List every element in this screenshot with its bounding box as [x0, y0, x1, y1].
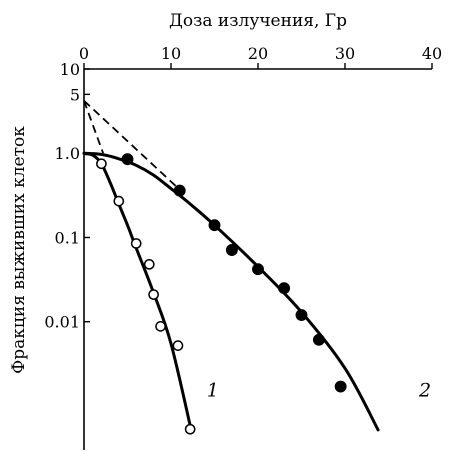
- curve-label: 1: [207, 379, 219, 401]
- filled-circle-point: [252, 263, 264, 276]
- filled-circle-point: [312, 333, 325, 346]
- open-circle-point: [184, 423, 196, 435]
- filled-circle-point: [173, 184, 186, 197]
- x-axis-label: Доза излучения, Гр: [169, 11, 347, 31]
- x-tick-label: 0: [79, 44, 89, 63]
- dashed-line: [83, 100, 181, 191]
- filled-circle-point: [278, 282, 291, 295]
- open-circle-point: [155, 321, 166, 332]
- filled-circle-point: [208, 219, 221, 232]
- y-tick-label: 1.0: [55, 144, 80, 163]
- open-circle-point: [172, 340, 184, 351]
- dashed-extrapolation-lines: [83, 100, 181, 191]
- open-circle-point: [96, 158, 107, 170]
- fit-curve-series-2: [82, 151, 380, 432]
- y-tick-label: 10: [60, 60, 80, 79]
- data-points: [96, 153, 347, 435]
- x-tick-label: 10: [161, 44, 181, 63]
- fit-curves: [82, 151, 380, 432]
- y-tick-label: 0.01: [44, 313, 80, 332]
- open-circle-point: [148, 289, 159, 300]
- open-circle-point: [113, 195, 125, 207]
- y-axis-label: Фракция выживших клеток: [9, 126, 29, 374]
- open-circle-point: [130, 238, 142, 249]
- filled-circle-point: [334, 380, 347, 393]
- y-tick-label: 0.1: [55, 228, 80, 247]
- x-tick-label: 20: [248, 44, 268, 63]
- filled-circle-point: [295, 309, 308, 321]
- filled-circle-point: [121, 153, 134, 166]
- open-circle-point: [143, 258, 155, 270]
- curve-label: 2: [418, 379, 431, 401]
- y-tick-label: 5: [70, 85, 80, 104]
- dashed-line: [83, 100, 104, 154]
- x-tick-label: 40: [422, 44, 442, 63]
- x-tick-label: 30: [335, 44, 355, 63]
- filled-circle-point: [225, 244, 238, 256]
- fit-curve-series-1: [82, 152, 193, 431]
